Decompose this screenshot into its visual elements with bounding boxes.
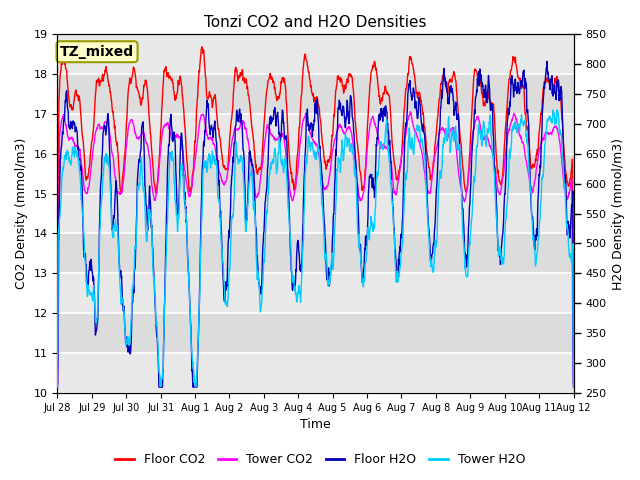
Floor H2O bbox=[168, 130, 176, 136]
Tower CO2 bbox=[406, 109, 414, 115]
Tower H2O bbox=[463, 274, 470, 280]
Floor CO2 bbox=[396, 168, 403, 174]
Bar bbox=[58, 114, 573, 154]
Tower H2O bbox=[54, 384, 61, 390]
Bar bbox=[58, 193, 573, 233]
Bar bbox=[58, 353, 573, 393]
Line: Floor H2O: Floor H2O bbox=[58, 61, 573, 387]
Line: Tower CO2: Tower CO2 bbox=[58, 112, 573, 385]
Tower CO2 bbox=[463, 187, 471, 192]
Tower H2O bbox=[396, 274, 403, 279]
Floor H2O bbox=[156, 384, 163, 390]
Floor CO2 bbox=[509, 59, 516, 65]
Floor H2O bbox=[54, 384, 61, 390]
Line: Floor CO2: Floor CO2 bbox=[58, 47, 573, 373]
Floor H2O bbox=[396, 250, 403, 255]
Tower H2O bbox=[570, 384, 577, 390]
Tower H2O bbox=[549, 107, 557, 113]
Tower CO2 bbox=[156, 158, 163, 164]
Bar bbox=[58, 274, 573, 313]
Tower CO2 bbox=[54, 382, 61, 388]
Floor H2O bbox=[508, 78, 516, 84]
Y-axis label: H2O Density (mmol/m3): H2O Density (mmol/m3) bbox=[612, 138, 625, 289]
Legend: Floor CO2, Tower CO2, Floor H2O, Tower H2O: Floor CO2, Tower CO2, Floor H2O, Tower H… bbox=[109, 448, 531, 471]
Floor CO2 bbox=[168, 77, 176, 83]
X-axis label: Time: Time bbox=[300, 419, 331, 432]
Floor CO2 bbox=[227, 130, 234, 136]
Y-axis label: CO2 Density (mmol/m3): CO2 Density (mmol/m3) bbox=[15, 138, 28, 289]
Floor CO2 bbox=[463, 184, 471, 190]
Tower CO2 bbox=[226, 154, 234, 159]
Floor H2O bbox=[226, 217, 234, 223]
Floor CO2 bbox=[54, 370, 61, 376]
Tower CO2 bbox=[509, 115, 516, 121]
Title: Tonzi CO2 and H2O Densities: Tonzi CO2 and H2O Densities bbox=[204, 15, 427, 30]
Tower CO2 bbox=[396, 172, 403, 178]
Line: Tower H2O: Tower H2O bbox=[58, 110, 573, 387]
Floor CO2 bbox=[570, 370, 577, 376]
Tower H2O bbox=[156, 371, 163, 377]
Floor H2O bbox=[570, 384, 577, 390]
Floor H2O bbox=[463, 264, 470, 270]
Tower H2O bbox=[508, 128, 516, 133]
Tower CO2 bbox=[570, 382, 577, 388]
Floor H2O bbox=[543, 59, 551, 64]
Tower H2O bbox=[226, 265, 234, 271]
Text: TZ_mixed: TZ_mixed bbox=[60, 45, 134, 59]
Floor CO2 bbox=[156, 150, 163, 156]
Tower H2O bbox=[168, 148, 176, 154]
Tower CO2 bbox=[168, 137, 176, 143]
Floor CO2 bbox=[198, 44, 206, 50]
Bar bbox=[58, 34, 573, 74]
